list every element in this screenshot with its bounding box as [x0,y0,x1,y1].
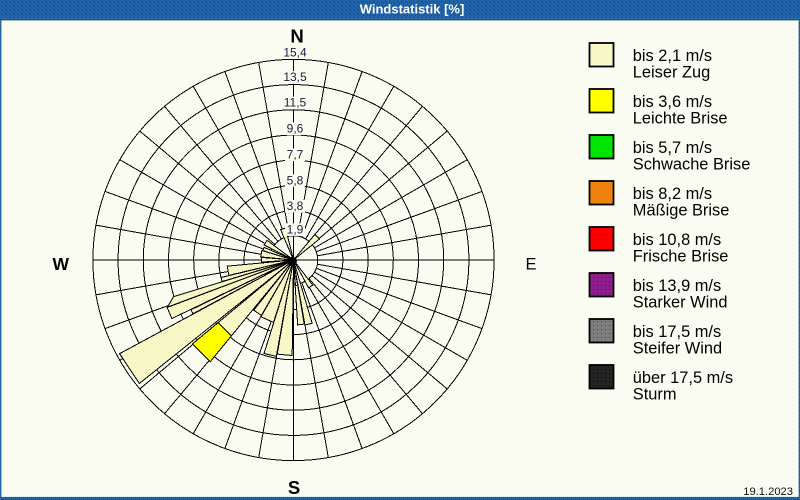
svg-text:bis 10,8 m/s: bis 10,8 m/s [633,231,721,249]
svg-text:Leichte Brise: Leichte Brise [633,109,728,127]
svg-text:Leiser Zug: Leiser Zug [633,63,710,81]
svg-text:13,5: 13,5 [283,70,307,84]
svg-text:Schwache Brise: Schwache Brise [633,155,751,173]
svg-text:S: S [288,477,300,498]
svg-text:bis 8,2 m/s: bis 8,2 m/s [633,185,712,203]
svg-text:5,8: 5,8 [287,173,304,187]
svg-text:7,7: 7,7 [287,148,304,162]
svg-text:bis 5,7 m/s: bis 5,7 m/s [633,139,712,157]
svg-text:Windstatistik [%]: Windstatistik [%] [360,1,465,16]
svg-text:Frische Brise: Frische Brise [633,247,729,265]
svg-text:15,4: 15,4 [283,45,307,59]
svg-text:bis 3,6 m/s: bis 3,6 m/s [633,93,712,111]
svg-text:1,9: 1,9 [287,222,304,236]
svg-text:11,5: 11,5 [284,96,307,110]
svg-text:E: E [525,256,536,274]
svg-text:bis 2,1 m/s: bis 2,1 m/s [633,47,712,65]
svg-text:N: N [290,26,303,47]
svg-text:3,8: 3,8 [287,199,304,213]
svg-text:Starker Wind: Starker Wind [633,293,728,311]
svg-text:über 17,5 m/s: über 17,5 m/s [633,369,733,387]
svg-text:bis 17,5 m/s: bis 17,5 m/s [633,323,721,341]
svg-text:bis 13,9 m/s: bis 13,9 m/s [633,277,721,295]
svg-text:19.1.2023: 19.1.2023 [743,486,793,498]
svg-text:Steifer Wind: Steifer Wind [633,339,722,357]
svg-text:9,6: 9,6 [287,122,304,136]
svg-text:Sturm: Sturm [633,385,677,403]
svg-text:W: W [53,254,70,274]
svg-text:Mäßige Brise: Mäßige Brise [633,201,730,219]
